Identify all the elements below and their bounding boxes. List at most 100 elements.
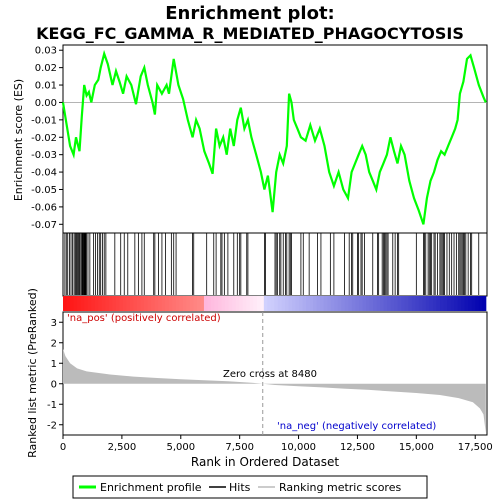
- colorbar-segment: [383, 296, 388, 311]
- colorbar-segment: [203, 296, 208, 311]
- colorbar-segment: [94, 296, 99, 311]
- colorbar-segment: [232, 296, 237, 311]
- colorbar-segment: [355, 296, 360, 311]
- colorbar-segment: [136, 296, 142, 311]
- x-ticks: 0 2,500 5,000 7,500 10,000 12,500 15,000 17,500: [60, 435, 493, 453]
- colorbar-segment: [373, 296, 378, 311]
- x-tick-label: 17,500: [458, 442, 493, 453]
- colorbar-segment: [73, 296, 78, 311]
- pos-correlated-label: 'na_pos' (positively correlated): [67, 313, 221, 324]
- legend-metric-label: Ranking metric scores: [279, 481, 401, 494]
- colorbar-segment: [351, 296, 356, 311]
- colorbar-segment: [105, 296, 110, 311]
- colorbar-segment: [239, 296, 244, 311]
- colorbar-segment: [306, 296, 311, 311]
- colorbar-segment: [175, 296, 180, 311]
- colorbar-segment: [397, 296, 402, 311]
- colorbar-segment: [471, 296, 476, 311]
- colorbar-segment: [84, 296, 89, 311]
- colorbar-segment: [179, 296, 184, 311]
- metric-yticks: 3 2 1 0 -1 -2: [47, 318, 63, 431]
- colorbar-segment: [274, 296, 279, 311]
- colorbar-segment: [87, 296, 92, 311]
- colorbar-segment: [140, 296, 145, 311]
- x-tick-label: 10,000: [281, 442, 316, 453]
- x-tick-label: 15,000: [399, 442, 434, 453]
- colorbar-segment: [221, 296, 226, 311]
- metric-ytick-label: -1: [47, 400, 57, 411]
- colorbar-segment: [288, 296, 293, 311]
- colorbar-segment: [362, 296, 367, 311]
- colorbar-segment: [228, 296, 233, 311]
- colorbar-segment: [309, 296, 314, 311]
- es-panel-frame: [62, 44, 488, 234]
- colorbar-segment: [401, 296, 406, 311]
- colorbar-segment: [482, 296, 487, 311]
- colorbar-segment: [235, 296, 240, 311]
- colorbar-segment: [189, 296, 194, 311]
- colorbar-segment: [334, 296, 339, 311]
- colorbar-segment: [186, 296, 191, 311]
- colorbar-segment: [408, 296, 413, 311]
- colorbar-segment: [119, 296, 124, 311]
- colorbar-segment: [358, 296, 363, 311]
- metric-ytick-label: 1: [51, 359, 57, 370]
- colorbar-segment: [327, 296, 332, 311]
- colorbar-segment: [154, 296, 159, 311]
- colorbar-segment: [260, 296, 265, 311]
- metric-ytick-label: 3: [51, 318, 57, 329]
- hit-lines: [64, 233, 480, 295]
- colorbar-segment: [284, 296, 290, 311]
- colorbar-segment: [144, 296, 149, 311]
- legend-enrichment-label: Enrichment profile: [100, 481, 202, 494]
- x-tick-label: 0: [60, 442, 66, 453]
- colorbar-segment: [133, 296, 138, 311]
- colorbar-segment: [411, 296, 416, 311]
- colorbar-segment: [369, 296, 374, 311]
- colorbar-segment: [425, 296, 430, 311]
- colorbar-segment: [182, 296, 187, 311]
- colorbar-segment: [429, 296, 434, 311]
- colorbar-segment: [172, 296, 177, 311]
- metric-ylabel: Ranked list metric (PreRanked): [26, 288, 39, 458]
- colorbar-segment: [218, 296, 223, 311]
- colorbar-segment: [112, 296, 117, 311]
- x-tick-label: 2,500: [108, 442, 137, 453]
- es-ytick-label: 0.03: [35, 46, 57, 57]
- colorbar-segment: [366, 296, 371, 311]
- colorbar-segment: [376, 296, 381, 311]
- colorbar-segment: [468, 296, 473, 311]
- es-ytick-label: -0.07: [31, 220, 57, 231]
- ranking-metric-area: [63, 348, 486, 433]
- colorbar-segment: [404, 296, 409, 311]
- colorbar-segment: [270, 296, 275, 311]
- colorbar-segment: [200, 296, 205, 311]
- legend: Enrichment profile Hits Ranking metric s…: [72, 475, 428, 499]
- colorbar-segment: [316, 296, 321, 311]
- colorbar-segment: [313, 296, 318, 311]
- colorbar-segment: [66, 296, 71, 311]
- colorbar-segment: [443, 296, 448, 311]
- colorbar-segment: [253, 296, 258, 311]
- colorbar-segment: [341, 296, 346, 311]
- colorbar-segment: [70, 296, 75, 311]
- colorbar-segment: [281, 296, 286, 311]
- colorbar-segment: [80, 296, 85, 311]
- colorbar-segment: [436, 296, 441, 311]
- rank-colorbar: [63, 296, 487, 311]
- colorbar-segment: [165, 296, 170, 311]
- colorbar-segment: [478, 296, 483, 311]
- colorbar-segment: [249, 296, 254, 311]
- colorbar-segment: [348, 296, 353, 311]
- colorbar-segment: [196, 296, 201, 311]
- x-tick-label: 7,500: [225, 442, 254, 453]
- colorbar-segment: [394, 296, 399, 311]
- chart-title: Enrichment plot:: [165, 3, 335, 24]
- colorbar-segment: [246, 296, 251, 311]
- colorbar-segment: [302, 296, 307, 311]
- colorbar-segment: [256, 296, 261, 311]
- colorbar-segment: [91, 296, 96, 311]
- colorbar-segment: [214, 296, 219, 311]
- colorbar-segment: [147, 296, 152, 311]
